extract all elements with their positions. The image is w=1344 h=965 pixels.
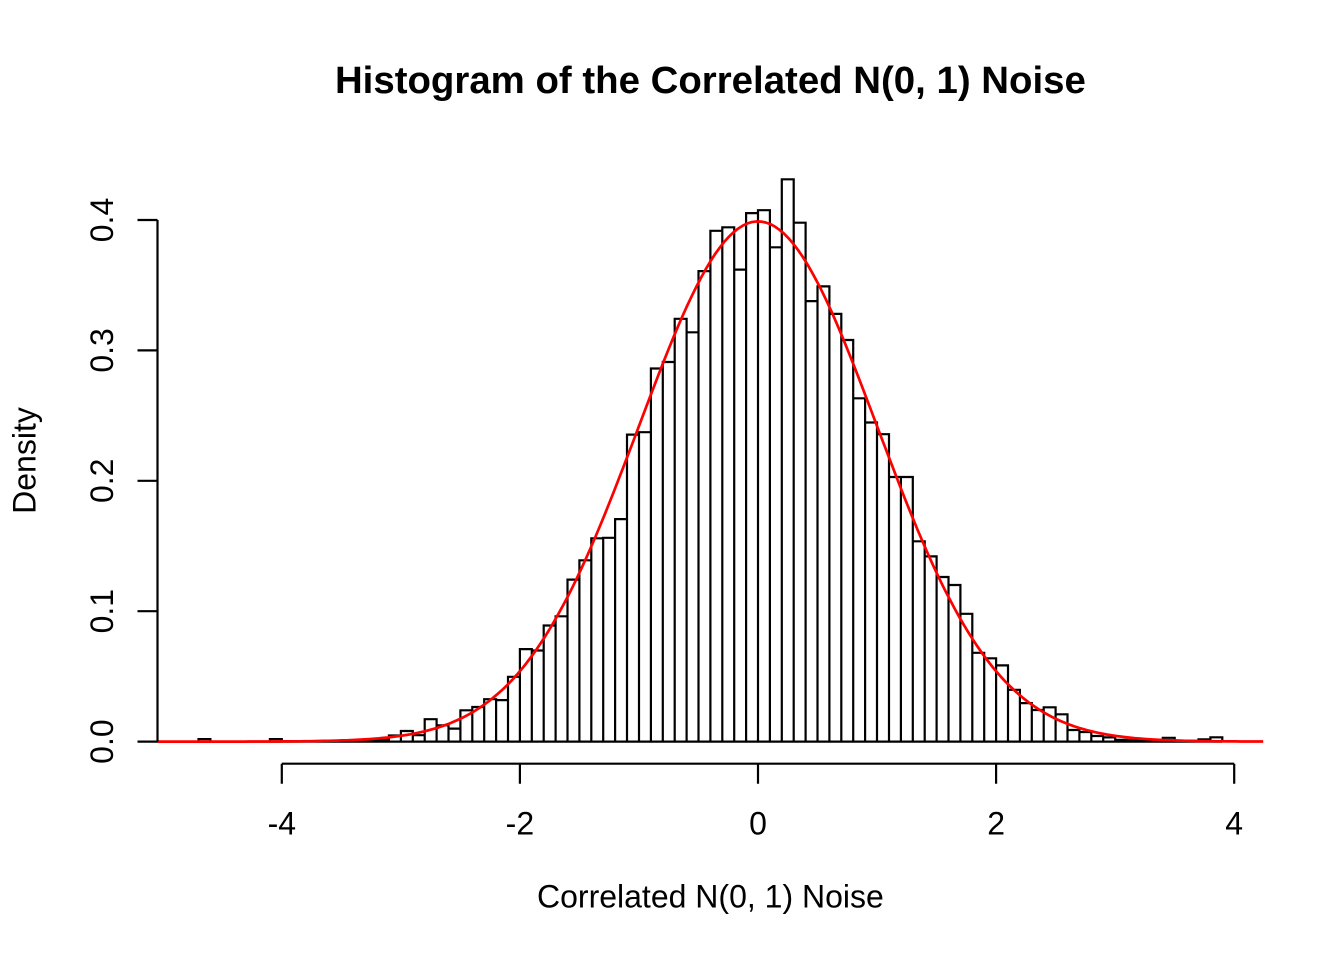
svg-text:0.1: 0.1 (84, 589, 120, 633)
svg-text:Correlated N(0, 1) Noise: Correlated N(0, 1) Noise (537, 879, 884, 915)
svg-text:Density: Density (7, 407, 43, 514)
svg-text:Histogram of the Correlated N(: Histogram of the Correlated N(0, 1) Nois… (335, 59, 1086, 102)
svg-text:-4: -4 (268, 806, 296, 842)
svg-text:0.4: 0.4 (84, 198, 120, 242)
svg-text:0.2: 0.2 (84, 459, 120, 503)
svg-text:0.0: 0.0 (84, 719, 120, 763)
svg-text:0: 0 (749, 806, 767, 842)
svg-text:4: 4 (1225, 806, 1243, 842)
svg-text:-2: -2 (506, 806, 534, 842)
svg-text:0.3: 0.3 (84, 328, 120, 372)
svg-text:2: 2 (987, 806, 1005, 842)
